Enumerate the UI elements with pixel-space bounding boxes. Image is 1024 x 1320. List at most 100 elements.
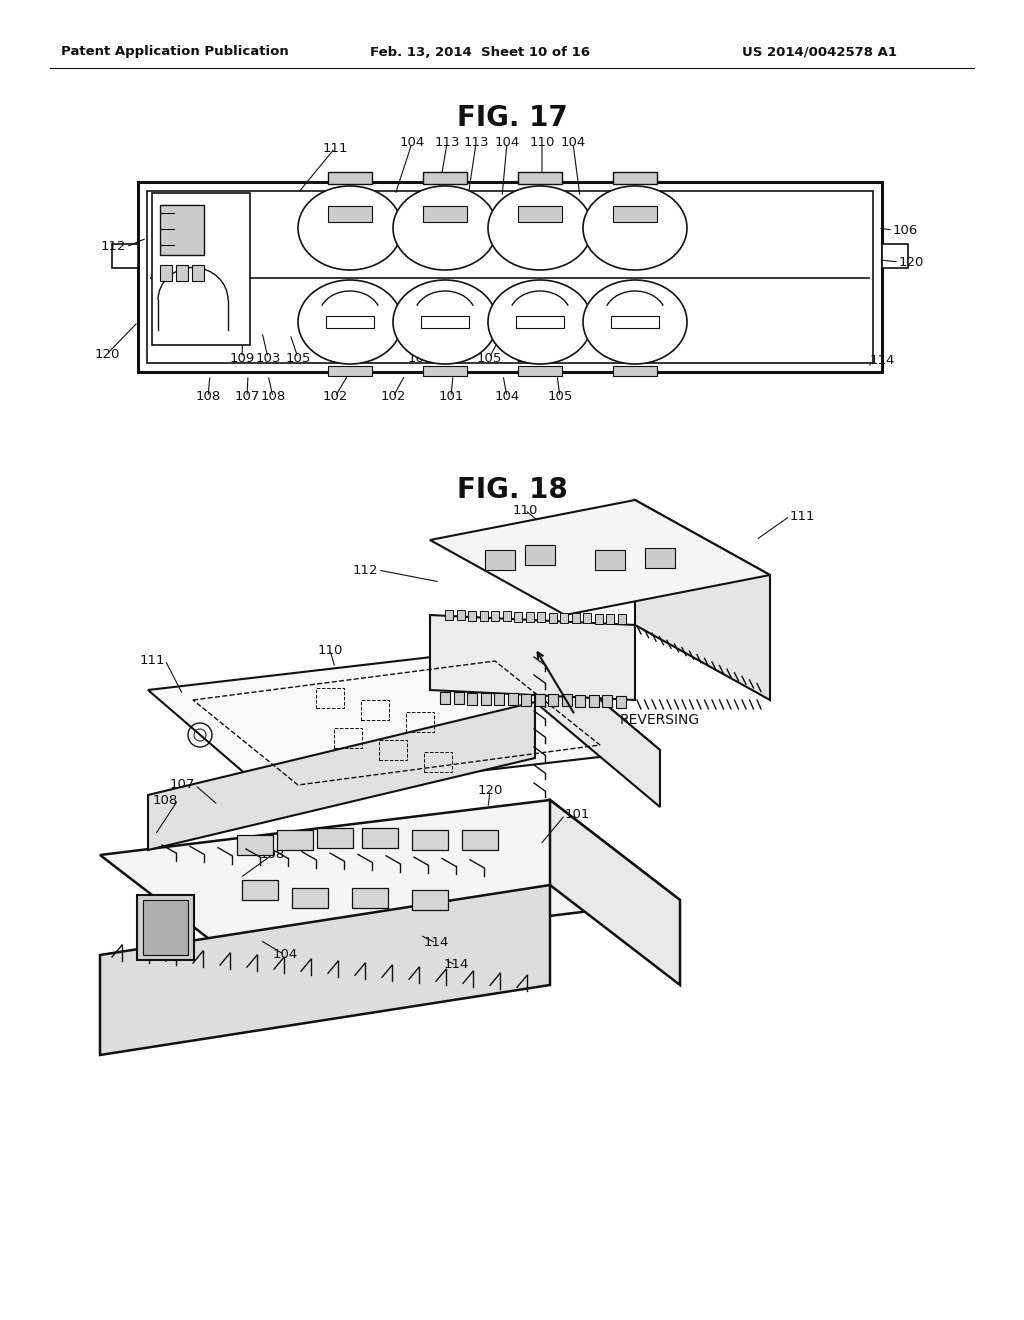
Bar: [521, 693, 531, 706]
Bar: [613, 366, 657, 376]
Bar: [490, 611, 499, 622]
Bar: [479, 611, 487, 620]
Bar: [613, 206, 657, 222]
Bar: [525, 612, 534, 622]
Text: 104: 104: [336, 351, 360, 364]
Bar: [589, 694, 598, 708]
Bar: [467, 693, 477, 705]
Text: REVERSING: REVERSING: [620, 713, 700, 727]
Ellipse shape: [393, 280, 497, 364]
Bar: [160, 265, 172, 281]
Text: 104: 104: [495, 136, 519, 149]
Ellipse shape: [488, 280, 592, 364]
Polygon shape: [148, 702, 535, 850]
Bar: [508, 693, 517, 705]
Bar: [525, 545, 555, 565]
Text: Patent Application Publication: Patent Application Publication: [61, 45, 289, 58]
Bar: [611, 315, 659, 327]
Text: 106: 106: [893, 223, 919, 236]
Polygon shape: [100, 884, 550, 1055]
Bar: [561, 694, 571, 706]
Polygon shape: [550, 800, 680, 985]
Bar: [617, 614, 626, 624]
Bar: [316, 688, 344, 708]
Bar: [317, 828, 353, 847]
Text: 101: 101: [565, 808, 591, 821]
Bar: [537, 612, 545, 622]
Text: 102: 102: [515, 351, 541, 364]
Polygon shape: [535, 645, 660, 807]
Text: 109: 109: [229, 351, 255, 364]
Bar: [424, 752, 452, 772]
Bar: [514, 611, 522, 622]
Text: 103: 103: [167, 933, 193, 946]
Text: 104: 104: [399, 136, 425, 149]
Bar: [361, 700, 389, 719]
Bar: [292, 888, 328, 908]
Bar: [583, 614, 591, 623]
Text: 105: 105: [476, 351, 502, 364]
Bar: [138, 182, 882, 372]
Bar: [503, 611, 511, 622]
Bar: [412, 830, 449, 850]
Text: 104: 104: [470, 642, 496, 655]
Bar: [440, 692, 450, 704]
Bar: [328, 206, 372, 222]
Bar: [548, 694, 558, 706]
Bar: [560, 612, 568, 623]
Bar: [518, 172, 562, 183]
Text: 108: 108: [153, 793, 178, 807]
Bar: [494, 693, 504, 705]
Bar: [412, 890, 449, 909]
Bar: [237, 836, 273, 855]
Bar: [485, 550, 515, 570]
Bar: [645, 548, 675, 568]
Bar: [615, 696, 626, 708]
Text: 105: 105: [547, 391, 572, 404]
Bar: [406, 711, 434, 733]
Bar: [602, 696, 612, 708]
Bar: [535, 694, 545, 706]
Bar: [352, 888, 388, 908]
Text: Feb. 13, 2014  Sheet 10 of 16: Feb. 13, 2014 Sheet 10 of 16: [370, 45, 590, 58]
Polygon shape: [635, 500, 770, 700]
Bar: [613, 172, 657, 183]
Bar: [278, 830, 313, 850]
Text: 120: 120: [899, 256, 925, 268]
Polygon shape: [430, 500, 770, 615]
Polygon shape: [430, 615, 635, 700]
Text: 104: 104: [408, 351, 432, 364]
Text: 111: 111: [790, 510, 815, 523]
Bar: [160, 205, 204, 255]
Text: 104: 104: [272, 949, 298, 961]
Bar: [606, 614, 614, 624]
Text: 102: 102: [380, 391, 406, 404]
Text: 114: 114: [443, 958, 469, 972]
Bar: [137, 895, 194, 960]
Text: 110: 110: [529, 136, 555, 149]
Text: 114: 114: [423, 936, 449, 949]
Ellipse shape: [583, 186, 687, 271]
Bar: [575, 694, 585, 706]
Bar: [379, 741, 407, 760]
Text: US 2014/0042578 A1: US 2014/0042578 A1: [742, 45, 897, 58]
Bar: [423, 172, 467, 183]
Text: 120: 120: [94, 347, 120, 360]
Bar: [328, 366, 372, 376]
Bar: [468, 611, 476, 620]
Text: 103: 103: [255, 351, 281, 364]
Bar: [549, 612, 556, 623]
Bar: [445, 610, 453, 620]
Bar: [112, 244, 138, 268]
Bar: [516, 315, 564, 327]
Bar: [454, 692, 464, 705]
Text: 104: 104: [560, 136, 586, 149]
Text: 111: 111: [139, 653, 165, 667]
Text: 110: 110: [317, 644, 343, 656]
Text: 112: 112: [100, 240, 126, 253]
Ellipse shape: [393, 186, 497, 271]
Bar: [242, 880, 278, 900]
Bar: [334, 729, 362, 748]
Text: 120: 120: [477, 784, 503, 796]
Bar: [423, 206, 467, 222]
